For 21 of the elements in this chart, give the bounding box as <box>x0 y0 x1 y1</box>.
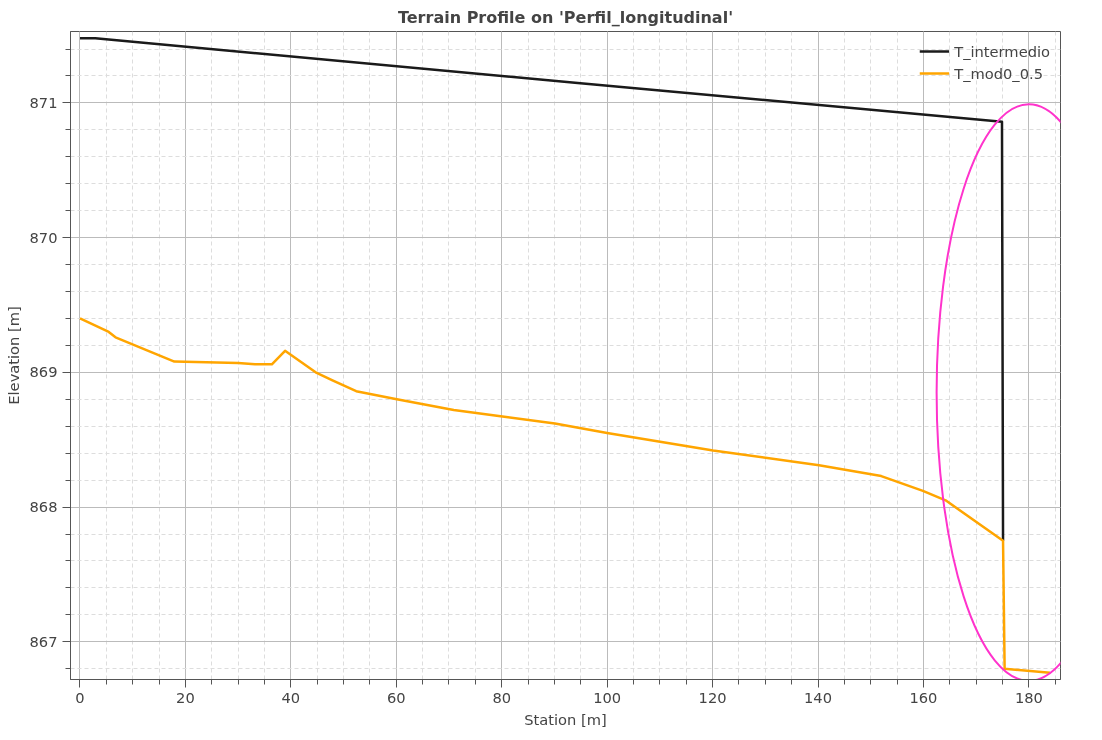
x-tick-label: 140 <box>804 688 833 706</box>
x-tick-label: 40 <box>281 688 301 706</box>
x-tick-label: 100 <box>593 688 622 706</box>
y-tick-label: 869 <box>29 363 58 381</box>
x-tick-label: 0 <box>75 688 85 706</box>
y-tick-label: 871 <box>29 93 58 111</box>
x-tick-label: 60 <box>386 688 406 706</box>
y-axis-title: Elevation [m] <box>4 306 22 405</box>
x-tick-label: 20 <box>176 688 195 706</box>
legend-label: T_intermedio <box>954 42 1050 60</box>
chart-title: Terrain Profile on 'Perfil_longitudinal' <box>397 7 734 27</box>
y-tick-label: 870 <box>29 228 58 246</box>
line-series <box>78 317 1052 675</box>
legend-label: T_mod0_0.5 <box>954 64 1043 82</box>
x-tick-label: 80 <box>492 688 512 706</box>
x-tick-label: 180 <box>1014 688 1043 706</box>
x-tick-label: 120 <box>698 688 727 706</box>
x-axis-title: Station [m] <box>524 710 607 728</box>
y-tick-label: 868 <box>29 498 58 516</box>
x-tick-label: 160 <box>909 688 938 706</box>
y-tick-label: 867 <box>29 632 58 650</box>
